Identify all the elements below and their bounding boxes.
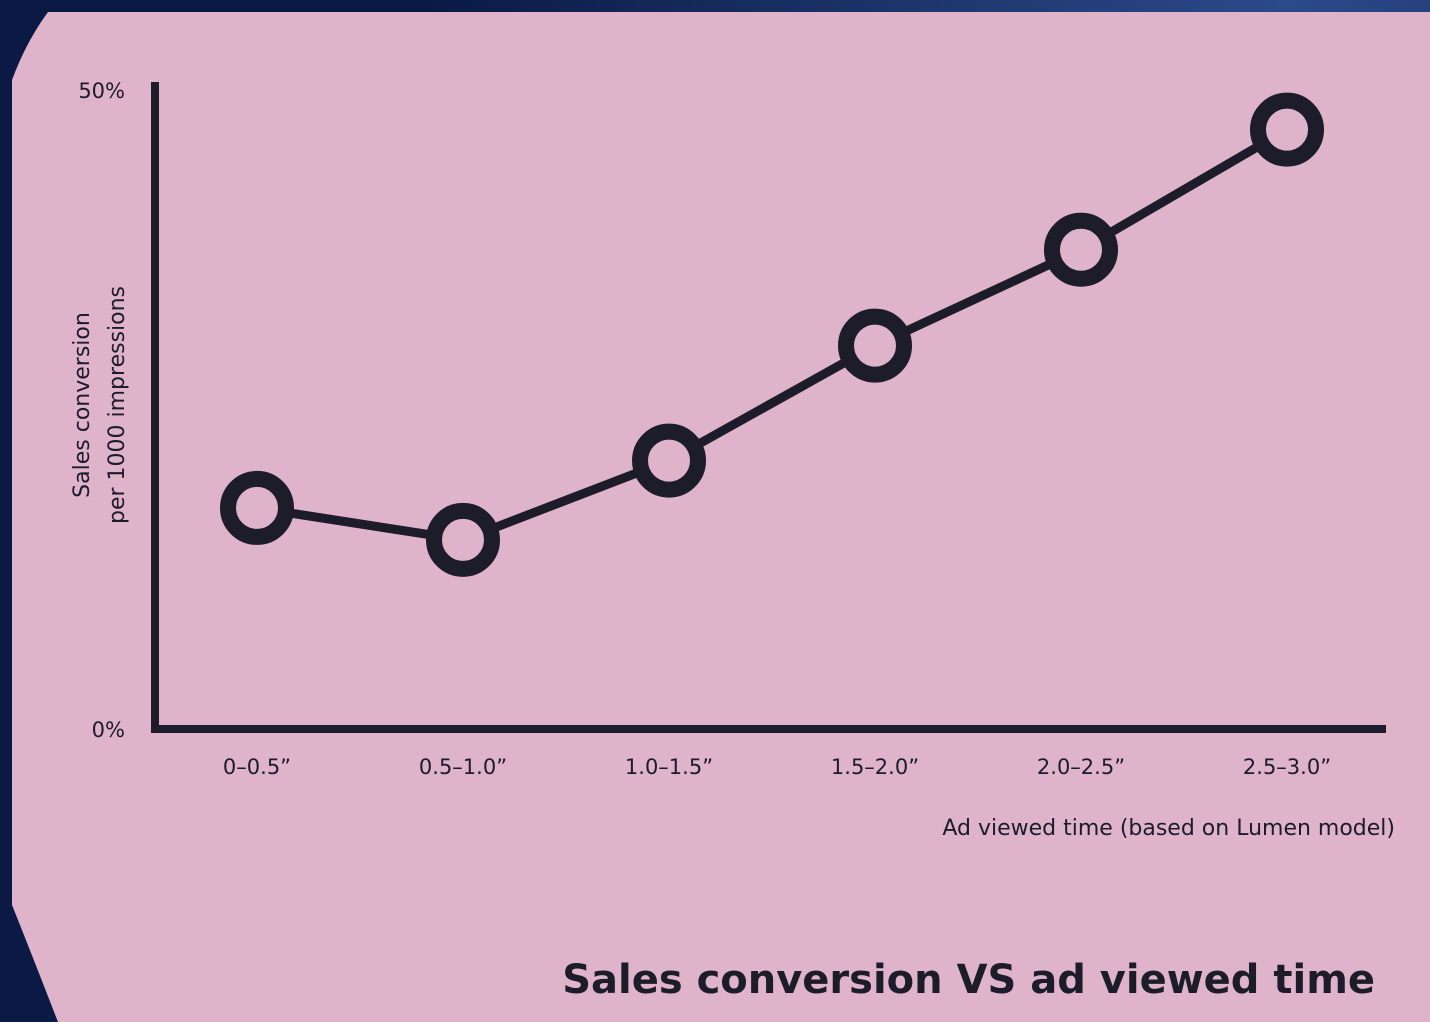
x-tick-label: 0–0.5” (223, 755, 291, 779)
chart-title: Sales conversion VS ad viewed time (562, 957, 1375, 1003)
y-tick-label: 0% (92, 718, 125, 742)
x-tick-label: 2.0–2.5” (1037, 755, 1125, 779)
x-tick-label: 1.0–1.5” (625, 755, 713, 779)
x-axis-label: Ad viewed time (based on Lumen model) (942, 816, 1395, 841)
marker (632, 423, 706, 498)
marker (426, 502, 500, 577)
y-axis-label: Sales conversion (70, 312, 95, 498)
marker (838, 308, 912, 383)
marker (1044, 212, 1118, 287)
x-tick-label: 0.5–1.0” (419, 755, 507, 779)
y-tick-label: 50% (78, 79, 125, 103)
marker (220, 470, 294, 545)
x-tick-label: 1.5–2.0” (831, 755, 919, 779)
marker (1250, 92, 1324, 167)
y-axis-label: per 1000 impressions (105, 286, 130, 524)
x-tick-label: 2.5–3.0” (1243, 755, 1331, 779)
